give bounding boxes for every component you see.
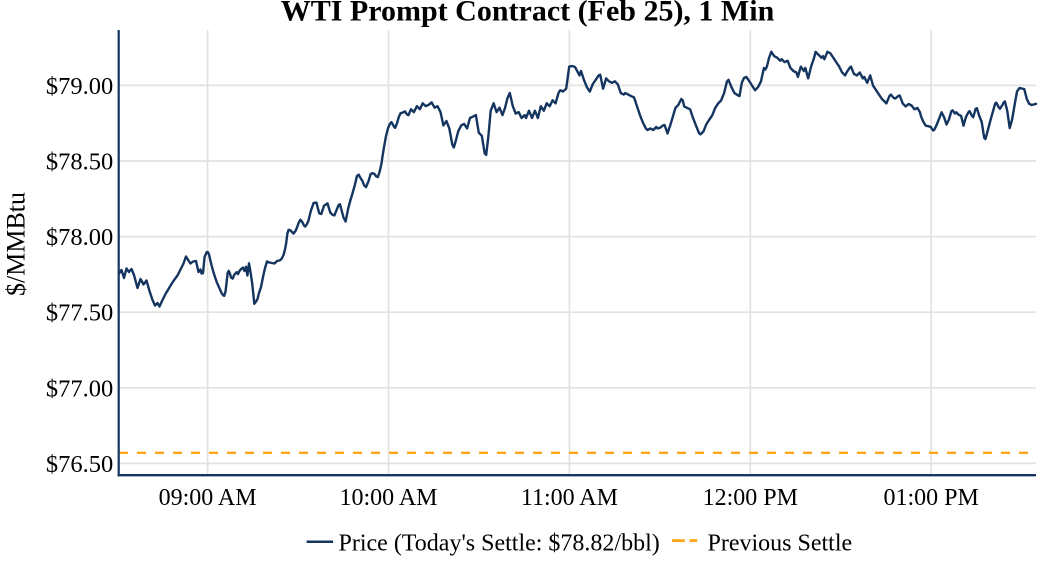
svg-text:01:00 PM: 01:00 PM (884, 485, 979, 511)
svg-text:$78.50: $78.50 (46, 149, 113, 176)
svg-text:$78.00: $78.00 (46, 224, 113, 251)
svg-text:WTI Prompt Contract (Feb 25),: WTI Prompt Contract (Feb 25), 1 Min (281, 0, 775, 28)
svg-text:12:00 PM: 12:00 PM (703, 485, 798, 511)
svg-text:$77.00: $77.00 (46, 375, 113, 402)
svg-text:Previous Settle: Previous Settle (708, 531, 853, 557)
svg-text:$/MMBtu: $/MMBtu (2, 192, 31, 296)
svg-text:$76.50: $76.50 (46, 451, 113, 478)
svg-text:Price (Today's Settle: $78.82/: Price (Today's Settle: $78.82/bbl) (339, 531, 660, 557)
svg-text:11:00 AM: 11:00 AM (521, 485, 618, 511)
svg-text:09:00 AM: 09:00 AM (159, 485, 257, 511)
svg-text:10:00 AM: 10:00 AM (339, 485, 437, 511)
svg-text:$79.00: $79.00 (46, 73, 113, 100)
svg-text:$77.50: $77.50 (46, 300, 113, 327)
